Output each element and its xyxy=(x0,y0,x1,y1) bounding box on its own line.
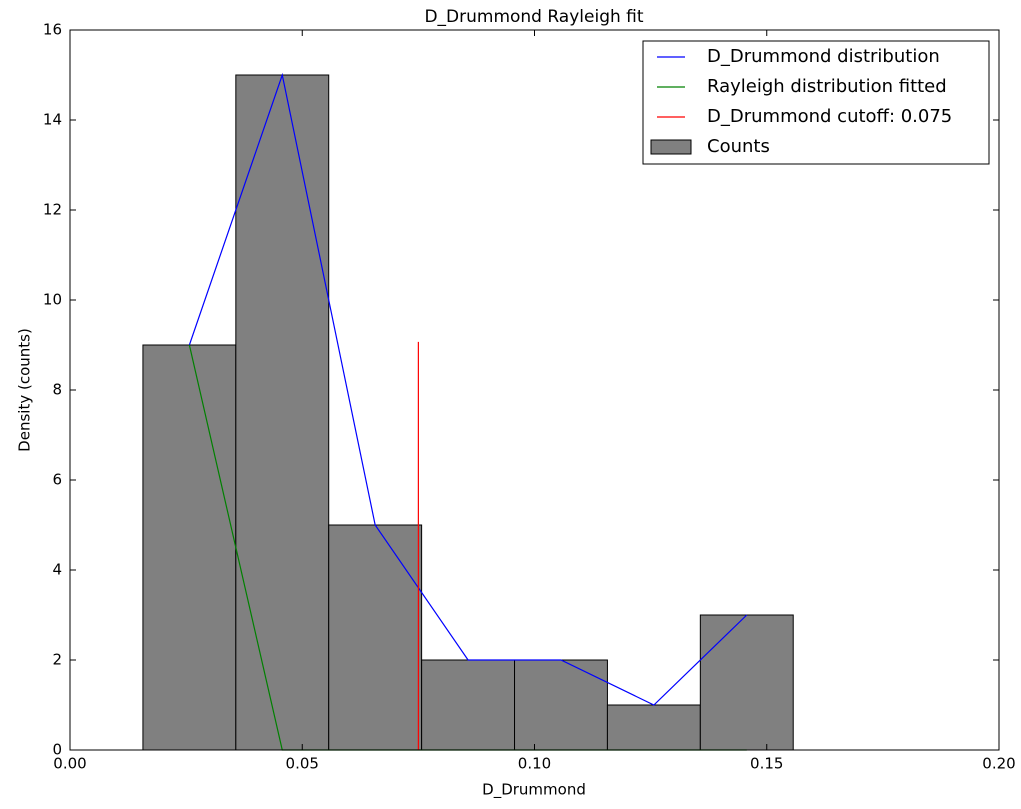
legend-label: Counts xyxy=(707,136,770,157)
legend-box xyxy=(642,40,990,165)
plot-area xyxy=(142,72,794,751)
x-tick-label: 0.15 xyxy=(750,755,783,773)
legend-label: Rayleigh distribution fitted xyxy=(707,76,947,97)
hist-bar xyxy=(699,614,794,751)
legend-patch xyxy=(650,139,692,155)
legend-label: D_Drummond cutoff: 0.075 xyxy=(707,106,952,127)
x-tick-label: 0.05 xyxy=(286,755,319,773)
x-axis-label: D_Drummond xyxy=(482,781,586,800)
y-tick-label: 10 xyxy=(43,291,62,309)
y-tick-label: 16 xyxy=(43,21,62,39)
x-tick-label: 0.20 xyxy=(982,755,1015,773)
y-axis-label: Density (counts) xyxy=(16,328,34,452)
y-tick-label: 0 xyxy=(52,741,62,759)
hist-bar xyxy=(142,344,237,751)
hist-bar xyxy=(514,659,608,751)
y-tick-label: 12 xyxy=(43,201,62,219)
chart-title: D_Drummond Rayleigh fit xyxy=(424,7,643,27)
legend-label: D_Drummond distribution xyxy=(707,46,940,67)
y-tick-label: 4 xyxy=(52,561,62,579)
x-tick-label: 0.10 xyxy=(518,755,551,773)
y-tick-label: 8 xyxy=(52,381,62,399)
hist-bar xyxy=(328,524,423,751)
legend: D_Drummond distribution Rayleigh distribu… xyxy=(642,40,990,165)
hist-bar xyxy=(235,74,330,751)
y-tick-label: 14 xyxy=(43,111,62,129)
line-series xyxy=(188,72,748,706)
x-tick-label: 0.00 xyxy=(53,755,86,773)
hist-bar xyxy=(421,659,516,751)
y-tick-label: 6 xyxy=(52,471,62,489)
y-tick-label: 2 xyxy=(52,651,62,669)
hist-bar xyxy=(606,704,701,751)
